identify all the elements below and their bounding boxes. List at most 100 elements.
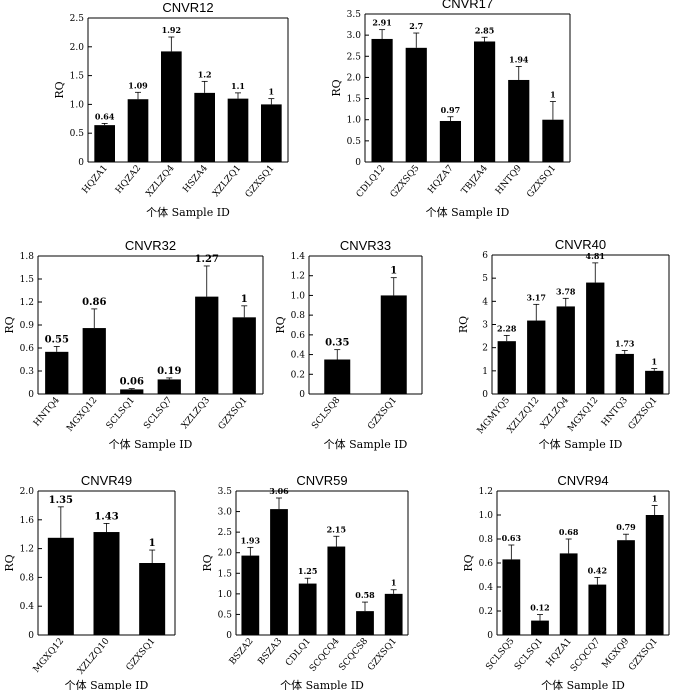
bar-hqza1 <box>94 125 115 162</box>
data-label: 0.64 <box>95 111 115 121</box>
y-tick-label: 3.5 <box>218 487 233 497</box>
bar-mgxq12 <box>47 537 74 635</box>
bar-sclsq1 <box>531 620 549 635</box>
bar-hntq3 <box>615 353 634 394</box>
bar-hqza2 <box>127 99 149 162</box>
data-label: 1.1 <box>231 81 245 91</box>
y-tick-label: 1.5 <box>218 569 233 579</box>
y-tick-label: 0.8 <box>20 573 35 583</box>
y-axis-label: RQ <box>3 316 16 333</box>
y-tick-label: 0.2 <box>291 370 305 380</box>
x-tick-label: MGXQ9 <box>601 636 632 670</box>
y-tick-label: 2.5 <box>218 528 233 538</box>
y-tick-label: 0.6 <box>291 331 306 341</box>
data-label: 1 <box>651 357 657 367</box>
x-tick-label: BSZA3 <box>257 636 285 667</box>
x-tick-label: GZXSQ1 <box>525 164 558 200</box>
y-tick-label: 2.0 <box>20 487 35 497</box>
data-label: 2.28 <box>497 323 517 333</box>
x-tick-label: TBJZA4 <box>460 163 490 196</box>
chart-title: CNVR33 <box>340 238 391 253</box>
chart-panel-cnvr17: CNVR17 0 0.5 1.0 1.5 2.0 2.5 3.0 3.5 RQ 2.91 CDLQ12… <box>330 0 571 219</box>
x-axis-label: 个体 Sample ID <box>65 678 149 690</box>
y-tick-label: 2.5 <box>347 52 362 62</box>
bar-hsza4 <box>194 92 215 162</box>
y-tick-label: 5 <box>482 274 488 284</box>
y-tick-label: 0.6 <box>479 559 494 569</box>
x-tick-label: GZXSQ5 <box>389 163 422 200</box>
y-tick-label: 0 <box>355 158 361 168</box>
data-label: 0.58 <box>355 590 375 600</box>
y-tick-label: 6 <box>482 251 488 261</box>
data-label: 1 <box>390 266 397 277</box>
bar-cdlq1 <box>298 583 317 635</box>
x-axis-label: 个体 Sample ID <box>146 205 230 219</box>
y-tick-label: 0.8 <box>291 311 306 321</box>
x-axis-label: 个体 Sample ID <box>109 437 193 451</box>
x-tick-label: GZXSQ1 <box>366 637 399 673</box>
y-tick-label: 0.2 <box>479 607 493 617</box>
data-label: 1 <box>149 538 156 549</box>
bar-xzlzq12 <box>527 320 546 394</box>
x-tick-label: GZXSQ1 <box>627 637 660 673</box>
bar-bsza2 <box>241 555 260 635</box>
bar-xzlzq4 <box>556 306 575 394</box>
x-tick-label: HSZA4 <box>181 163 210 195</box>
y-tick-label: 0.6 <box>20 344 35 354</box>
y-tick-label: 1.2 <box>479 487 493 497</box>
y-tick-label: 0 <box>299 390 305 400</box>
bar-hqza7 <box>439 120 462 162</box>
x-tick-label: SCLSQ5 <box>484 636 516 672</box>
chart-panel-cnvr49: CNVR49 0 0.4 0.8 1.2 1.6 2.0 RQ 1.35 MGXQ12 1.43 XZ… <box>3 473 176 690</box>
y-axis-label: RQ <box>274 316 287 333</box>
y-tick-label: 0 <box>482 390 488 400</box>
data-label: 0.63 <box>502 533 522 543</box>
x-tick-label: HQZA1 <box>545 637 574 669</box>
data-label: 1.73 <box>615 338 635 348</box>
bar-bsza3 <box>270 509 288 635</box>
chart-panel-cnvr32: CNVR32 0 0.3 0.6 0.9 1.2 1.5 1.8 RQ 0.55 HNTQ4 0.86… <box>3 238 264 451</box>
chart-title: CNVR59 <box>296 473 347 488</box>
y-axis-label: RQ <box>201 554 214 571</box>
y-tick-label: 2 <box>482 344 488 354</box>
y-tick-label: 0.8 <box>479 535 494 545</box>
data-label: 0.19 <box>157 366 181 377</box>
bar-gzxsq1 <box>261 104 282 162</box>
y-tick-label: 3.0 <box>347 31 362 41</box>
x-tick-label: BSZA2 <box>228 637 256 667</box>
x-tick-label: XZLZQ4 <box>145 163 177 199</box>
x-tick-label: HNTQ9 <box>494 163 524 196</box>
y-tick-label: 0.4 <box>20 602 35 612</box>
x-tick-label: XZLZQ3 <box>180 395 212 431</box>
x-tick-label: SCQCS8 <box>337 636 370 673</box>
x-tick-label: MGXQ12 <box>65 396 99 434</box>
y-tick-label: 1.0 <box>218 590 233 600</box>
chart-panel-cnvr94: CNVR94 0 0.2 0.4 0.6 0.8 1.0 1.2 RQ 0.63 SCLSQ5 0.1… <box>462 473 670 690</box>
y-tick-label: 4 <box>482 297 488 307</box>
bar-xzlzq10 <box>93 532 120 635</box>
data-label: 1 <box>550 90 556 100</box>
chart-panel-cnvr12: CNVR12 0 0.5 1.0 1.5 2.0 2.5 RQ 0.64 HQZA1 1.09 HQZ… <box>53 0 289 219</box>
y-tick-label: 0.5 <box>347 137 362 147</box>
y-tick-label: 1.6 <box>20 516 35 526</box>
data-label: 3.06 <box>269 486 289 496</box>
bar-mgmyq5 <box>497 341 516 394</box>
bar-gzxsq1 <box>139 563 166 635</box>
x-tick-label: MGXQ12 <box>32 637 66 675</box>
bar-mgxq12 <box>82 328 106 394</box>
y-tick-label: 1.0 <box>70 100 85 110</box>
x-axis-label: 个体 Sample ID <box>324 437 408 451</box>
bar-gzxsq1 <box>380 295 407 394</box>
data-label: 1 <box>241 294 248 305</box>
data-label: 0.97 <box>441 105 460 115</box>
x-tick-label: GZXSQ1 <box>125 637 158 673</box>
bar-gzxsq1 <box>232 317 256 394</box>
data-label: 0.06 <box>120 377 144 388</box>
data-label: 0.35 <box>325 338 349 349</box>
y-tick-label: 1.2 <box>20 545 34 555</box>
chart-title: CNVR40 <box>555 237 606 252</box>
x-axis-label: 个体 Sample ID <box>539 437 623 451</box>
x-tick-label: XZLZQ10 <box>76 636 112 676</box>
